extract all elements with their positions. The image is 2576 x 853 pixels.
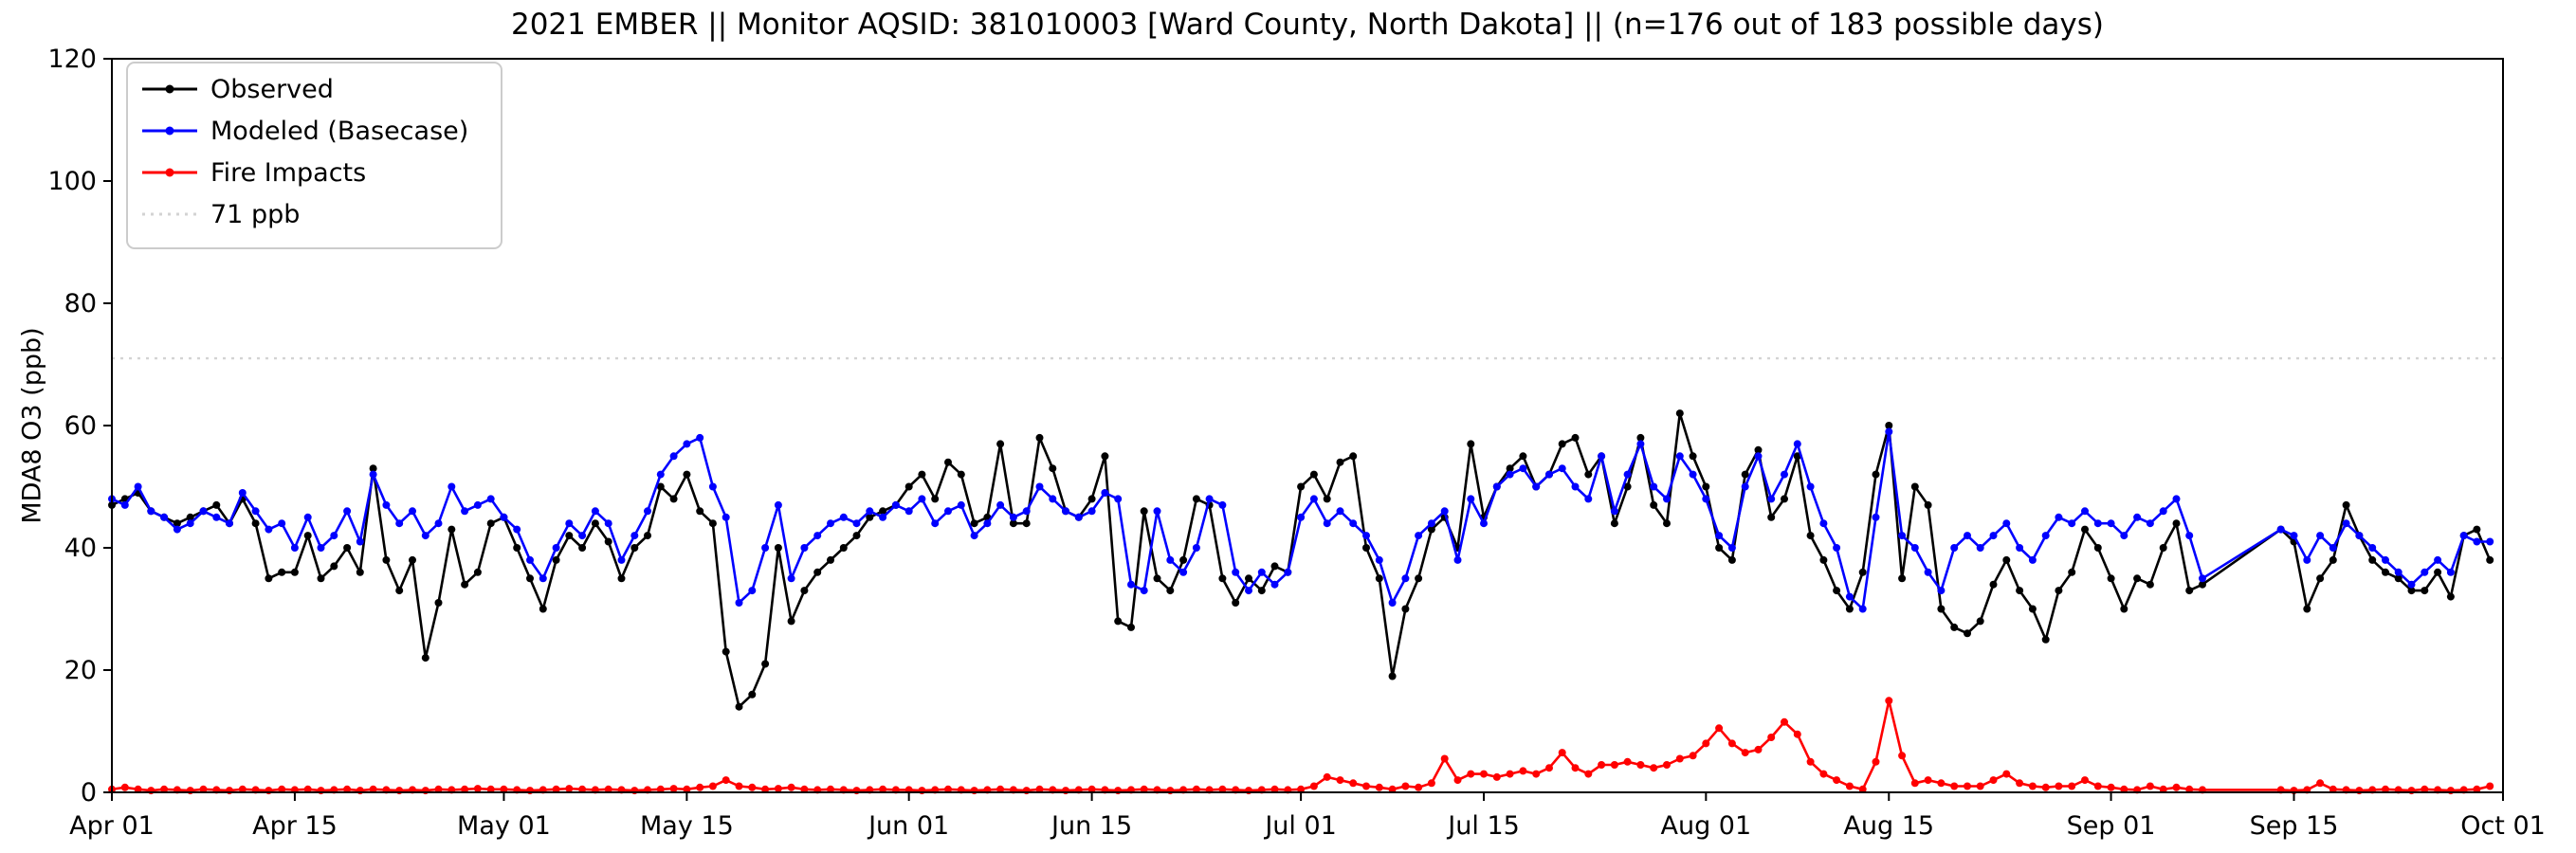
legend-item: Fire Impacts (142, 158, 366, 188)
y-tick-label: 0 (81, 778, 97, 808)
legend-label: 71 ppb (210, 200, 300, 229)
x-tick-label: Sep 01 (2067, 811, 2156, 841)
x-tick-label: Aug 01 (1660, 811, 1751, 841)
legend-label: Modeled (Basecase) (210, 117, 468, 146)
x-tick-label: May 01 (457, 811, 551, 841)
legend-item: Observed (142, 75, 334, 104)
y-tick-label: 60 (64, 411, 97, 441)
x-tick-label: Apr 15 (252, 811, 338, 841)
series-line-fire-impacts (111, 699, 2491, 792)
x-tick-label: Jun 01 (867, 811, 949, 841)
series-markers-fire-impacts (108, 697, 2494, 795)
y-axis-ticks: 0 20 40 60 80 100 120 (47, 45, 112, 808)
legend-item: Modeled (Basecase) (142, 117, 468, 146)
legend-item: 71 ppb (142, 200, 300, 229)
y-tick-label: 120 (47, 45, 97, 74)
series-line-observed (111, 411, 2492, 709)
legend-label: Fire Impacts (210, 158, 366, 188)
x-tick-label: Sep 15 (2250, 811, 2339, 841)
legend-swatch-marker (165, 168, 174, 177)
legend-swatch-marker (165, 126, 174, 136)
x-tick-label: Jun 15 (1050, 811, 1132, 841)
x-tick-label: Aug 15 (1843, 811, 1934, 841)
series-markers-modeled-basecase (108, 427, 2494, 613)
series-markers-observed (108, 409, 2494, 711)
legend: Observed Modeled (Basecase) Fire Impacts 71… (126, 62, 502, 249)
series-line-modeled-basecase (111, 430, 2491, 610)
x-tick-label: May 15 (640, 811, 734, 841)
y-tick-label: 40 (64, 534, 97, 563)
x-tick-label: Apr 01 (69, 811, 155, 841)
y-tick-label: 80 (64, 289, 97, 318)
x-axis-ticks: Apr 01 Apr 15 May 01 May 15 Jun 01 Jun 15 Jul … (69, 792, 2546, 841)
x-tick-label: Oct 01 (2460, 811, 2546, 841)
chart-title: 2021 EMBER || Monitor AQSID: 381010003 [… (510, 8, 2105, 42)
x-tick-label: Jul 15 (1446, 811, 1520, 841)
x-tick-label: Jul 01 (1263, 811, 1337, 841)
legend-label: Observed (210, 75, 334, 104)
y-tick-label: 20 (64, 656, 97, 685)
legend-swatch-marker (165, 84, 174, 94)
y-tick-label: 100 (47, 167, 97, 196)
